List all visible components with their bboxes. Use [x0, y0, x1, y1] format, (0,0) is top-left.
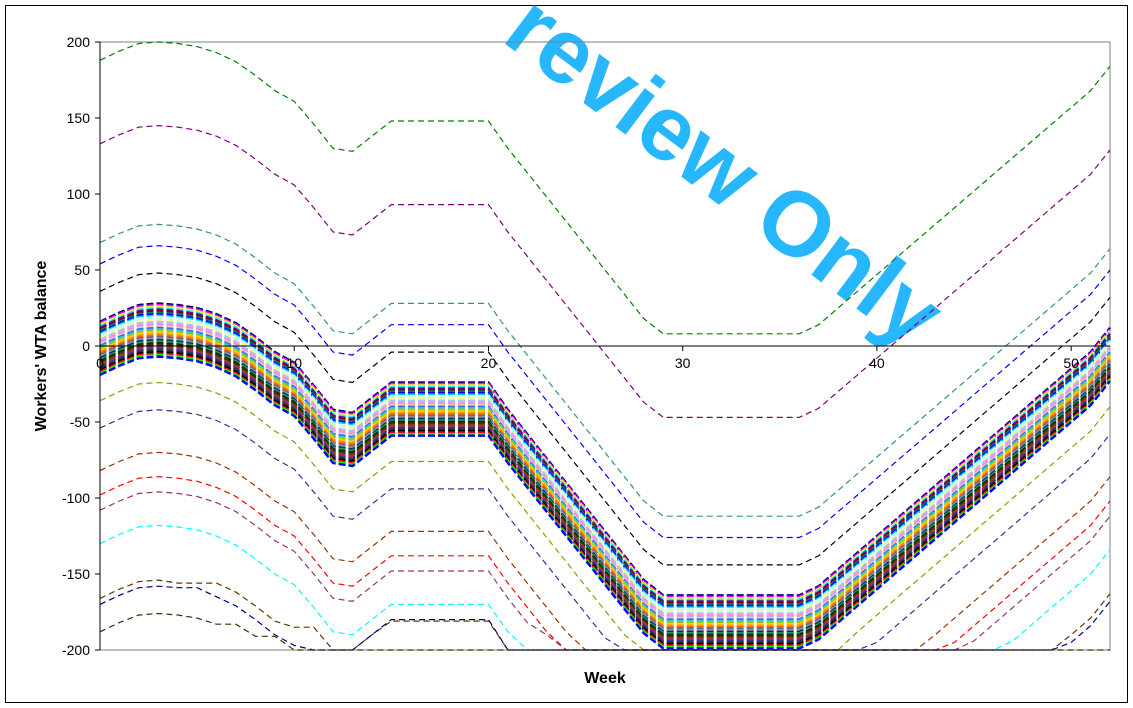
- x-tick-label: 10: [286, 355, 302, 371]
- band-line: [99, 349, 1111, 644]
- band-line: [99, 355, 1111, 650]
- band-line: [99, 321, 1111, 617]
- series-line: [99, 585, 1111, 651]
- band-line: [99, 346, 1111, 641]
- series-line: [99, 579, 1111, 651]
- y-tick-label: 100: [67, 186, 91, 202]
- x-axis-label: Week: [584, 670, 626, 687]
- y-tick-label: -150: [62, 566, 90, 582]
- y-tick-label: -200: [62, 642, 90, 658]
- band-line: [99, 329, 1111, 624]
- y-tick-label: 200: [67, 34, 91, 50]
- y-tick-label: 0: [82, 338, 90, 354]
- x-tick-label: 50: [1063, 355, 1079, 371]
- x-tick-label: 20: [481, 355, 497, 371]
- y-tick-label: 150: [67, 110, 91, 126]
- series-line: [99, 612, 1110, 651]
- series-line: [99, 272, 1111, 566]
- series-line: [99, 223, 1111, 517]
- band-line: [99, 337, 1111, 632]
- y-tick-label: -100: [62, 490, 90, 506]
- watermark: review Only: [488, 0, 962, 367]
- series-line: [99, 245, 1111, 539]
- band-line: [99, 347, 1111, 643]
- series-line: [99, 409, 1111, 651]
- chart-frame: [5, 5, 1128, 703]
- x-tick-label: 40: [869, 355, 885, 371]
- y-tick-label: 50: [74, 262, 90, 278]
- axes: 200 150 100 50 0 -50 -100 -150 -200 0 10 20 30 40 50: [62, 34, 1110, 658]
- series-line: [99, 381, 1111, 651]
- series-line: [99, 124, 1111, 418]
- band-line: [99, 306, 1111, 601]
- watermark-text: review Only: [488, 0, 962, 367]
- series-line: [99, 41, 1111, 335]
- x-tick-label: 0: [96, 355, 104, 371]
- band-line: [99, 344, 1111, 639]
- x-tick-label: 30: [675, 355, 691, 371]
- y-tick-label: -50: [70, 414, 90, 430]
- band-line: [99, 352, 1111, 647]
- y-axis-label: Workers' WTA balance: [33, 261, 50, 432]
- series-layer: [99, 41, 1111, 651]
- band-line: [99, 350, 1111, 646]
- band-line: [99, 314, 1111, 609]
